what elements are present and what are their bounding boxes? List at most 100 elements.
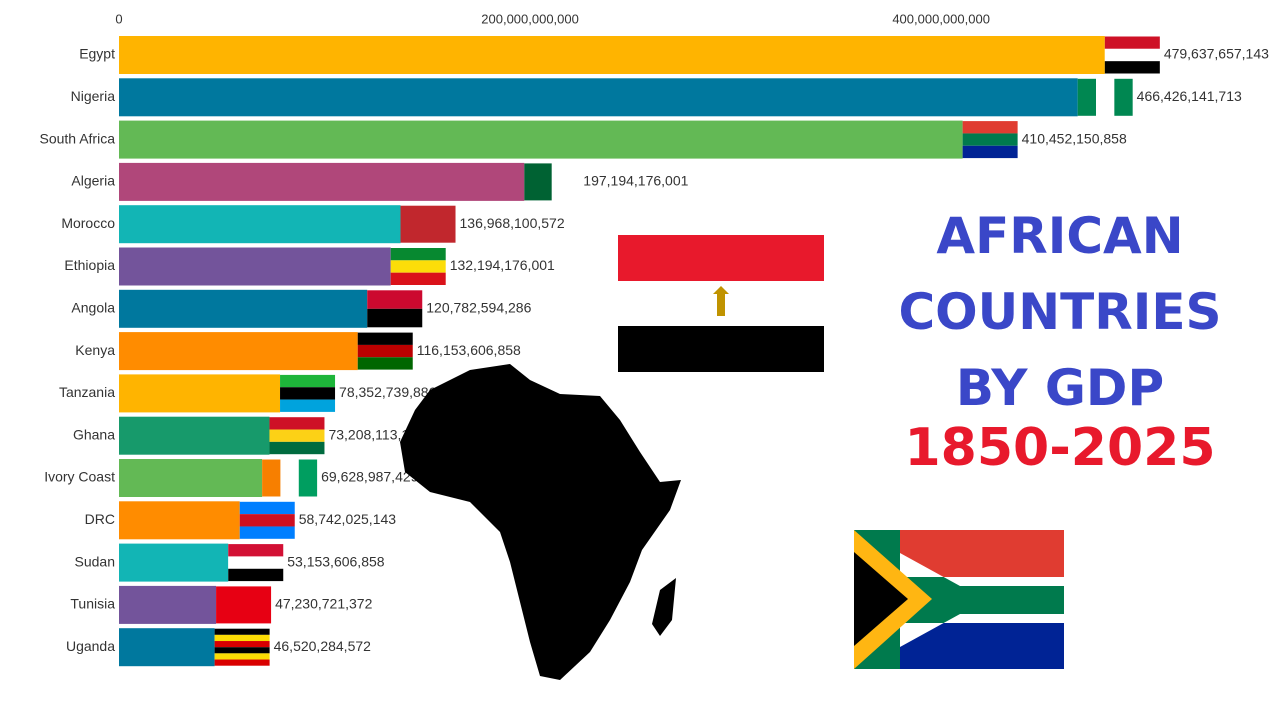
flag-stripe (367, 290, 423, 309)
flag-stripe (228, 568, 284, 582)
category-label: Ethiopia (64, 257, 115, 273)
flag-stripe (239, 501, 295, 515)
flag-stripe (357, 357, 413, 370)
category-label: Sudan (75, 553, 115, 569)
flag-stripe (298, 459, 318, 497)
flag-stripe (214, 659, 270, 666)
value-label: 120,782,594,286 (426, 300, 531, 316)
flag-stripe (239, 514, 295, 527)
value-label: 116,153,606,858 (417, 342, 521, 358)
flag (262, 459, 318, 497)
bar (119, 501, 240, 540)
bar (119, 78, 1078, 117)
flag-stripe (400, 205, 456, 243)
category-label: Ivory Coast (44, 469, 115, 485)
flag-stripe (962, 121, 1018, 134)
bar (119, 628, 215, 667)
category-label: Tanzania (59, 384, 115, 400)
flag-stripe (367, 308, 423, 328)
flag (357, 332, 413, 370)
value-label: 78,352,739,886 (339, 384, 437, 400)
flag-stripe (1104, 36, 1160, 49)
flag (1077, 78, 1133, 116)
flag-stripe (1077, 78, 1097, 116)
flag (269, 417, 325, 455)
flag-stripe (228, 544, 284, 557)
value-label: 69,628,987,429 (321, 469, 419, 485)
flag-stripe (269, 429, 325, 442)
flag-stripe (962, 133, 1018, 146)
flag (390, 248, 446, 285)
category-label: Tunisia (70, 596, 115, 612)
value-label: 466,426,141,713 (1137, 88, 1242, 104)
flag (228, 544, 284, 582)
flag (280, 374, 336, 412)
flag-stripe (280, 374, 336, 388)
flag-stripe (1104, 61, 1160, 74)
value-label: 47,230,721,372 (275, 596, 373, 612)
category-label: South Africa (40, 130, 116, 146)
value-label: 58,742,025,143 (299, 511, 397, 527)
bar (119, 36, 1105, 74)
flag-stripe (280, 387, 336, 400)
x-tick-label: 400,000,000,000 (892, 11, 990, 26)
flag-stripe (390, 248, 446, 261)
bar (119, 247, 391, 286)
flag-stripe (280, 399, 336, 412)
category-label: Egypt (79, 46, 115, 62)
category-label: Angola (71, 300, 115, 316)
flag-stripe (524, 163, 552, 201)
flag-stripe (357, 332, 413, 345)
flag (214, 628, 270, 666)
bar (119, 416, 270, 455)
flag (367, 290, 423, 328)
bar (119, 374, 281, 413)
value-label: 136,968,100,572 (460, 215, 565, 231)
flag-stripe (269, 441, 325, 455)
x-tick-label: 0 (115, 11, 122, 26)
flag-stripe (239, 526, 295, 539)
value-label: 197,194,176,001 (583, 173, 688, 189)
flag-stripe (214, 634, 270, 642)
flag-stripe (962, 145, 1018, 159)
flag-stripe (214, 641, 270, 648)
category-label: Kenya (75, 342, 115, 358)
bar (119, 332, 358, 371)
x-tick-label: 200,000,000,000 (481, 11, 579, 26)
category-label: Morocco (61, 215, 115, 231)
flag-stripe (216, 586, 272, 624)
flag (400, 205, 456, 243)
flag-stripe (357, 344, 413, 358)
flag-stripe (280, 459, 299, 497)
flag (524, 163, 580, 201)
flag-stripe (390, 260, 446, 273)
value-label: 53,153,606,858 (287, 553, 385, 569)
category-label: Ghana (73, 426, 115, 442)
flag-stripe (390, 272, 446, 285)
bar (119, 289, 368, 328)
value-label: 132,194,176,001 (450, 257, 555, 273)
flag (1104, 36, 1160, 74)
chart-title: AFRICAN COUNTRIES BY GDP (898, 207, 1222, 417)
flag-stripe (214, 653, 270, 660)
flag (962, 121, 1018, 159)
value-label: 46,520,284,572 (274, 638, 372, 654)
flag-stripe (551, 163, 580, 201)
category-label: Algeria (71, 173, 115, 189)
flag-stripe (262, 459, 281, 497)
category-label: DRC (85, 511, 115, 527)
value-label: 73,208,113,143 (328, 426, 424, 442)
bar (119, 120, 963, 159)
bar (119, 205, 401, 244)
flag-stripe (1104, 48, 1160, 62)
flag-stripe (228, 556, 284, 569)
value-label: 410,452,150,858 (1022, 130, 1127, 146)
category-label: Uganda (66, 638, 115, 654)
bar (119, 162, 525, 201)
chart-subtitle: 1850-2025 (904, 418, 1216, 478)
flag-stripe (1096, 78, 1115, 116)
bar (119, 459, 263, 497)
category-label: Nigeria (71, 88, 116, 104)
flag-stripe (214, 628, 270, 635)
